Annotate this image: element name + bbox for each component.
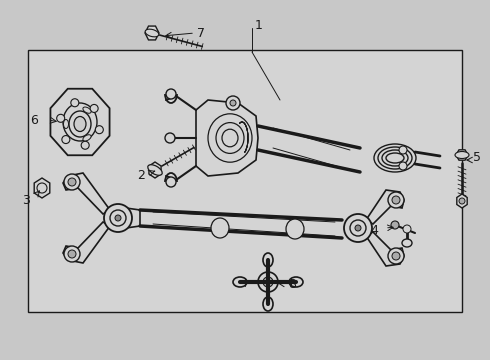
Ellipse shape [145, 29, 159, 37]
Circle shape [71, 99, 79, 107]
Circle shape [263, 277, 273, 287]
Polygon shape [34, 178, 50, 198]
Circle shape [392, 252, 400, 260]
Ellipse shape [148, 165, 162, 175]
Circle shape [392, 196, 400, 204]
Ellipse shape [386, 153, 404, 163]
Ellipse shape [83, 135, 91, 141]
Polygon shape [50, 89, 110, 155]
Circle shape [403, 225, 411, 233]
Text: 4: 4 [370, 224, 378, 237]
Circle shape [115, 215, 121, 221]
Circle shape [258, 272, 278, 292]
Circle shape [96, 126, 103, 134]
Bar [28, 50, 462, 312]
Polygon shape [456, 150, 468, 160]
Circle shape [37, 183, 47, 193]
Ellipse shape [455, 152, 469, 158]
Polygon shape [366, 232, 404, 266]
Text: 3: 3 [22, 194, 30, 207]
Circle shape [388, 192, 404, 208]
Polygon shape [196, 100, 258, 176]
Circle shape [62, 136, 70, 144]
Ellipse shape [378, 147, 412, 169]
Circle shape [166, 177, 176, 187]
Text: 6: 6 [30, 113, 38, 126]
Circle shape [226, 96, 240, 110]
Polygon shape [126, 208, 140, 228]
Circle shape [166, 89, 176, 99]
Circle shape [399, 146, 407, 154]
Text: 5: 5 [473, 150, 481, 163]
Ellipse shape [263, 297, 273, 311]
Polygon shape [457, 194, 467, 208]
Ellipse shape [402, 239, 412, 247]
Ellipse shape [63, 103, 97, 141]
Ellipse shape [233, 277, 247, 287]
Polygon shape [366, 190, 404, 224]
Circle shape [344, 214, 372, 242]
Circle shape [68, 178, 76, 186]
Circle shape [230, 100, 236, 106]
Circle shape [57, 114, 65, 122]
Circle shape [64, 246, 80, 262]
Ellipse shape [83, 107, 91, 113]
Ellipse shape [289, 277, 303, 287]
Circle shape [399, 162, 407, 170]
Text: 8: 8 [288, 278, 296, 291]
Text: 7: 7 [197, 27, 205, 40]
Circle shape [110, 210, 126, 226]
Polygon shape [63, 173, 110, 214]
Ellipse shape [211, 218, 229, 238]
Ellipse shape [208, 114, 252, 162]
Circle shape [81, 141, 89, 149]
Circle shape [64, 174, 80, 190]
Ellipse shape [382, 150, 408, 166]
Circle shape [104, 204, 132, 232]
Polygon shape [145, 26, 159, 40]
Ellipse shape [222, 129, 238, 147]
Circle shape [391, 221, 399, 229]
Ellipse shape [374, 144, 416, 172]
Text: 1: 1 [255, 18, 263, 32]
Ellipse shape [69, 111, 91, 137]
Ellipse shape [216, 123, 244, 153]
Polygon shape [149, 162, 161, 178]
Ellipse shape [263, 253, 273, 267]
Ellipse shape [64, 120, 69, 129]
Circle shape [355, 225, 361, 231]
Circle shape [459, 198, 465, 204]
Circle shape [350, 220, 366, 236]
Polygon shape [63, 222, 110, 263]
Circle shape [90, 104, 98, 112]
Ellipse shape [74, 117, 86, 131]
Circle shape [388, 248, 404, 264]
Text: 2: 2 [137, 168, 145, 181]
Circle shape [165, 133, 175, 143]
Circle shape [68, 250, 76, 258]
Ellipse shape [286, 219, 304, 239]
